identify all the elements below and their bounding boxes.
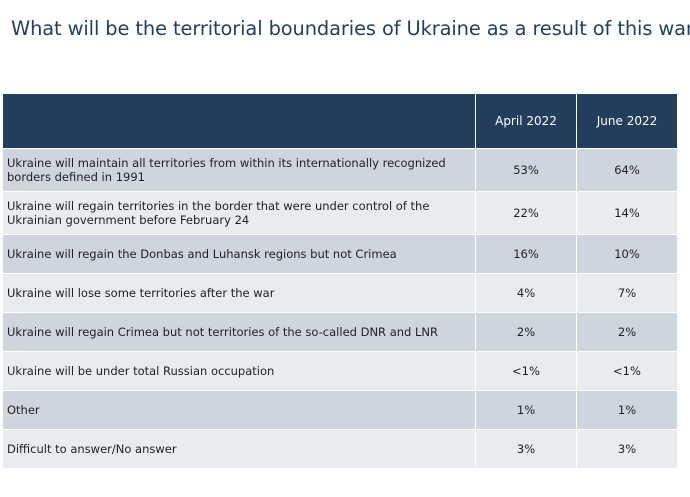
value-april: 1% xyxy=(476,390,577,429)
row-label: Other xyxy=(3,390,476,429)
value-april: 3% xyxy=(476,429,577,468)
table-header-row: April 2022 June 2022 xyxy=(3,94,677,148)
row-label: Ukraine will lose some territories after… xyxy=(3,273,476,312)
table-row: Ukraine will be under total Russian occu… xyxy=(3,351,677,390)
row-label: Ukraine will regain territories in the b… xyxy=(3,191,476,234)
value-june: 10% xyxy=(577,234,677,273)
value-june: 14% xyxy=(577,191,677,234)
table-row: Ukraine will regain Crimea but not terri… xyxy=(3,312,677,351)
value-april: 16% xyxy=(476,234,577,273)
value-june: 64% xyxy=(577,148,677,191)
value-june: 2% xyxy=(577,312,677,351)
value-april: 53% xyxy=(476,148,577,191)
table-row: Other 1% 1% xyxy=(3,390,677,429)
row-label: Ukraine will maintain all territories fr… xyxy=(3,148,476,191)
value-april: <1% xyxy=(476,351,577,390)
table-row: Ukraine will lose some territories after… xyxy=(3,273,677,312)
header-april-2022: April 2022 xyxy=(476,94,577,148)
row-label: Ukraine will regain Crimea but not terri… xyxy=(3,312,476,351)
table-row: Ukraine will regain territories in the b… xyxy=(3,191,677,234)
page-title: What will be the territorial boundaries … xyxy=(11,17,690,40)
row-label: Ukraine will be under total Russian occu… xyxy=(3,351,476,390)
header-june-2022: June 2022 xyxy=(577,94,677,148)
row-label: Ukraine will regain the Donbas and Luhan… xyxy=(3,234,476,273)
value-april: 2% xyxy=(476,312,577,351)
value-june: 7% xyxy=(577,273,677,312)
value-april: 22% xyxy=(476,191,577,234)
value-june: <1% xyxy=(577,351,677,390)
table-row: Ukraine will maintain all territories fr… xyxy=(3,148,677,191)
value-june: 1% xyxy=(577,390,677,429)
value-april: 4% xyxy=(476,273,577,312)
value-june: 3% xyxy=(577,429,677,468)
row-label: Difficult to answer/No answer xyxy=(3,429,476,468)
table-row: Difficult to answer/No answer 3% 3% xyxy=(3,429,677,468)
survey-table: April 2022 June 2022 Ukraine will mainta… xyxy=(3,94,677,468)
header-answer-column xyxy=(3,94,476,148)
table-row: Ukraine will regain the Donbas and Luhan… xyxy=(3,234,677,273)
